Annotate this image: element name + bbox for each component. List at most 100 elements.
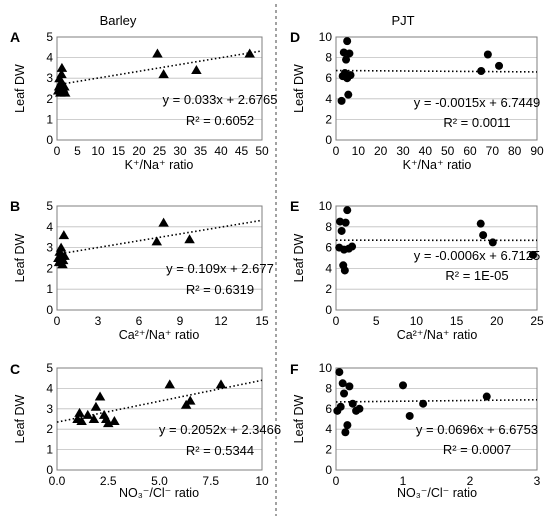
y-axis-label: Leaf DW [13, 64, 27, 113]
x-tick-label: 5 [373, 314, 380, 328]
x-tick-label: 80 [508, 144, 522, 158]
y-tick-label: 6 [325, 241, 332, 255]
data-point [348, 242, 357, 251]
r-squared: R² = 1E-05 [445, 268, 508, 283]
trendline [335, 69, 538, 73]
y-tick-label: 2 [325, 112, 332, 126]
y-tick-label: 0 [325, 303, 332, 317]
trendline [56, 379, 263, 423]
y-tick-label: 2 [325, 443, 332, 457]
trendline [56, 50, 263, 86]
x-tick-label: 25 [530, 314, 544, 328]
x-tick-label: 15 [112, 144, 126, 158]
x-tick-label: 60 [463, 144, 477, 158]
x-tick-label: 1 [400, 474, 407, 488]
y-tick-label: 4 [325, 422, 332, 436]
data-point [341, 218, 350, 227]
data-point [185, 395, 196, 405]
x-tick-label: 20 [132, 144, 146, 158]
data-point [340, 389, 349, 398]
y-axis-label: Leaf DW [13, 233, 27, 282]
y-tick-label: 1 [46, 443, 53, 457]
x-tick-label: 70 [486, 144, 500, 158]
x-tick-label: 20 [490, 314, 504, 328]
data-point [344, 90, 353, 99]
r-squared: R² = 0.6319 [186, 282, 254, 297]
x-tick-label: 10 [352, 144, 366, 158]
x-axis-label: K⁺/Na⁺ ratio [403, 158, 472, 172]
data-point [495, 61, 504, 70]
data-point [82, 409, 93, 419]
y-tick-label: 2 [46, 261, 53, 275]
y-tick-label: 4 [325, 92, 332, 106]
x-tick-label: 30 [396, 144, 410, 158]
data-point [59, 250, 70, 260]
plot-frame [56, 367, 263, 471]
y-tick-label: 8 [325, 220, 332, 234]
plot-frame [335, 367, 538, 471]
y-tick-label: 8 [325, 51, 332, 65]
panel-letter: C [10, 361, 20, 377]
plot-frame [335, 205, 538, 311]
y-tick-label: 1 [46, 282, 53, 296]
r-squared: R² = 0.6052 [186, 113, 254, 128]
y-axis-label: Leaf DW [292, 394, 306, 443]
data-point [76, 416, 87, 426]
y-tick-label: 0 [325, 463, 332, 477]
r-squared: R² = 0.0011 [443, 115, 510, 130]
x-tick-label: 10 [410, 314, 424, 328]
x-tick-label: 6 [136, 314, 143, 328]
panel-c: 0 1 2 3 4 5 0.0 2.5 5.0 7.5 10 y = 0.2052x + 2.3466… [10, 361, 281, 500]
x-tick-label: 0 [54, 314, 61, 328]
x-tick-label: 3 [534, 474, 541, 488]
data-point [343, 206, 352, 215]
data-point [419, 399, 428, 408]
x-tick-label: 0 [333, 474, 340, 488]
x-tick-label: 0 [333, 144, 340, 158]
data-point [191, 64, 202, 74]
column-title: Barley [100, 13, 137, 28]
y-tick-label: 2 [46, 92, 53, 106]
data-point [338, 379, 347, 388]
data-point [88, 414, 100, 423]
regression-equation: y = -0.0006x + 6.7125 [414, 248, 540, 263]
y-tick-label: 5 [46, 361, 53, 375]
data-point [483, 50, 492, 59]
x-axis-label: K⁺/Na⁺ ratio [125, 158, 194, 172]
data-point [152, 48, 163, 58]
x-axis-label: Ca²⁺/Na⁺ ratio [119, 328, 200, 342]
x-tick-label: 10 [91, 144, 105, 158]
data-point [158, 217, 169, 227]
data-point [335, 368, 344, 377]
y-tick-label: 6 [325, 71, 332, 85]
x-tick-label: 2 [467, 474, 474, 488]
data-point [244, 48, 255, 58]
panel-d: 0 2 4 6 8 10 0 10 20 30 40 50 60 70 80 90 y = -0.0015x +… [290, 13, 544, 172]
x-tick-label: 30 [173, 144, 187, 158]
x-axis-label: Ca²⁺/Na⁺ ratio [397, 328, 478, 342]
x-tick-label: 3 [95, 314, 102, 328]
y-axis-label: Leaf DW [13, 394, 27, 443]
data-point [405, 411, 414, 420]
x-tick-label: 35 [194, 144, 208, 158]
data-point [74, 407, 85, 417]
data-point [151, 236, 163, 246]
y-tick-label: 4 [325, 261, 332, 275]
data-point [340, 266, 349, 275]
data-point [59, 87, 71, 97]
x-tick-label: 9 [177, 314, 184, 328]
x-axis-label: NO₃⁻/Cl⁻ ratio [119, 486, 199, 500]
y-tick-label: 10 [319, 361, 333, 375]
y-tick-label: 5 [46, 199, 53, 213]
data-point [215, 379, 227, 389]
x-tick-label: 5 [74, 144, 81, 158]
y-tick-label: 4 [46, 220, 53, 234]
data-point [399, 381, 407, 390]
data-point [477, 66, 486, 75]
y-tick-label: 3 [46, 71, 53, 85]
x-tick-label: 45 [235, 144, 249, 158]
x-tick-label: 12 [214, 314, 228, 328]
x-tick-label: 15 [450, 314, 464, 328]
